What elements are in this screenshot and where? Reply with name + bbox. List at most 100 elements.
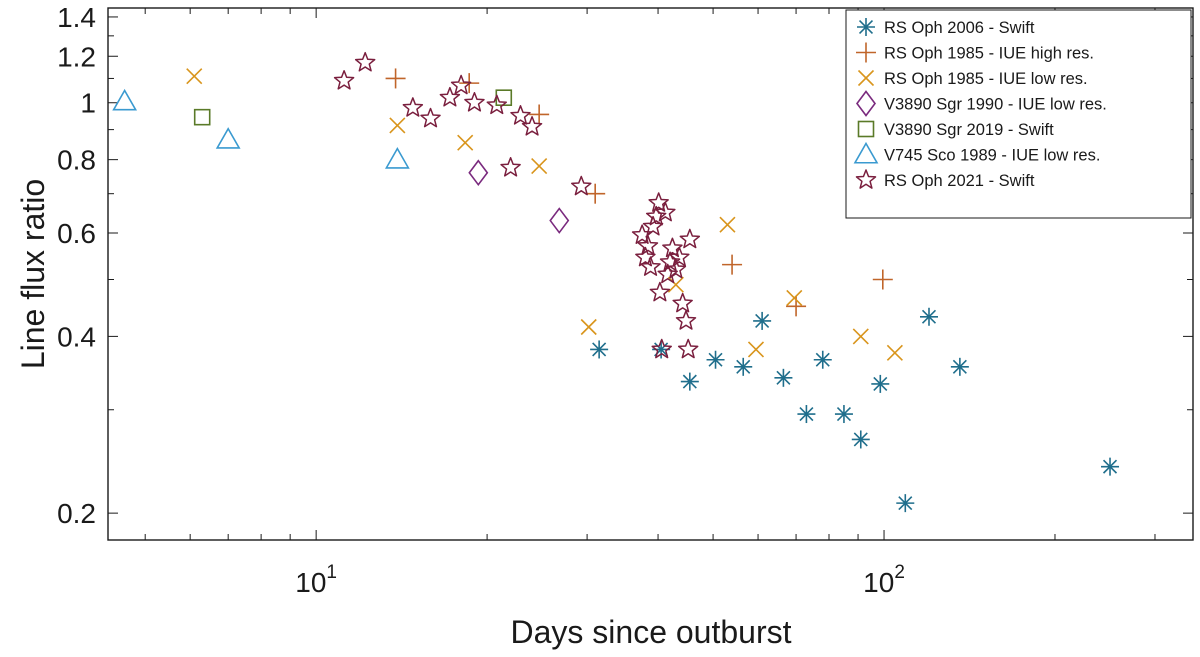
data-point-triangle bbox=[215, 127, 241, 149]
data-point-asterisk bbox=[1101, 457, 1120, 476]
data-point-star bbox=[333, 70, 355, 90]
x-tick-base: 10 bbox=[295, 567, 326, 598]
data-point-star bbox=[571, 175, 592, 196]
data-point-star bbox=[450, 74, 472, 95]
y-axis-title: Line flux ratio bbox=[15, 179, 51, 369]
legend-label: RS Oph 2021 - Swift bbox=[884, 172, 1035, 190]
data-point-star bbox=[655, 201, 676, 222]
data-point-asterisk bbox=[896, 494, 915, 513]
data-point-x bbox=[786, 289, 803, 307]
data-point-asterisk bbox=[590, 340, 609, 359]
legend-entry: RS Oph 1985 - IUE high res. bbox=[856, 42, 1094, 63]
data-point-plus bbox=[385, 68, 406, 89]
x-tick-label: 101 bbox=[295, 562, 337, 598]
x-tick-label: 102 bbox=[863, 562, 905, 598]
data-point-x bbox=[886, 344, 903, 361]
data-point-square bbox=[193, 108, 211, 126]
data-point-star bbox=[635, 246, 656, 267]
legend-entry: RS Oph 1985 - IUE low res. bbox=[857, 69, 1088, 88]
y-tick-labels: 0.2 0.4 0.6 0.8 1 1.2 1.4 bbox=[57, 2, 96, 529]
y-tick-label: 0.8 bbox=[57, 145, 96, 176]
legend-entries: RS Oph 2006 - Swift RS Oph 1985 - IUE hig… bbox=[853, 18, 1107, 190]
data-point-plus bbox=[529, 104, 550, 125]
legend-entry: RS Oph 2021 - Swift bbox=[855, 169, 1035, 190]
series-star bbox=[333, 51, 701, 359]
data-point-star bbox=[672, 292, 693, 313]
data-point-asterisk bbox=[680, 372, 699, 391]
data-point-star bbox=[510, 105, 531, 125]
data-point-x bbox=[389, 117, 406, 134]
data-point-star bbox=[677, 338, 699, 359]
legend: RS Oph 2006 - Swift RS Oph 1985 - IUE hig… bbox=[845, 9, 1192, 219]
data-point-x bbox=[719, 216, 736, 233]
data-point-plus bbox=[722, 254, 743, 275]
data-point-triangle bbox=[112, 88, 138, 111]
data-point-star bbox=[521, 116, 543, 136]
data-point-asterisk bbox=[813, 350, 832, 369]
x-tick-exponent: 1 bbox=[326, 562, 337, 583]
data-point-star bbox=[640, 256, 661, 276]
data-point-star bbox=[486, 94, 508, 115]
data-point-asterisk bbox=[774, 368, 793, 387]
x-tick-labels: 101 102 bbox=[295, 562, 905, 598]
legend-marker-x bbox=[857, 69, 875, 87]
series-diamond bbox=[468, 159, 570, 234]
legend-label: V3890 Sgr 1990 - IUE low res. bbox=[884, 96, 1107, 114]
y-tick-label: 1 bbox=[80, 88, 96, 119]
series-plus bbox=[385, 68, 893, 317]
data-point-asterisk bbox=[919, 307, 938, 326]
legend-marker-star bbox=[855, 169, 877, 189]
data-point-diamond bbox=[468, 159, 489, 187]
legend-marker-plus bbox=[856, 42, 876, 63]
data-point-x bbox=[457, 134, 474, 151]
legend-label: V3890 Sgr 2019 - Swift bbox=[884, 121, 1054, 139]
legend-entry: V3890 Sgr 2019 - Swift bbox=[857, 120, 1054, 139]
data-point-x bbox=[186, 68, 203, 85]
data-point-diamond bbox=[549, 207, 570, 234]
data-point-star bbox=[637, 235, 659, 255]
y-tick-label: 1.2 bbox=[57, 41, 96, 72]
data-point-x bbox=[852, 328, 869, 345]
x-tick-exponent: 2 bbox=[894, 562, 905, 583]
data-point-star bbox=[651, 338, 672, 359]
data-point-x bbox=[667, 276, 684, 293]
legend-entry: V745 Sco 1989 - IUE low res. bbox=[853, 141, 1100, 165]
data-point-star bbox=[354, 51, 376, 72]
series-x bbox=[186, 68, 903, 361]
legend-label: V745 Sco 1989 - IUE low res. bbox=[884, 147, 1100, 165]
data-point-star bbox=[669, 246, 690, 267]
data-point-star bbox=[657, 263, 678, 284]
data-point-asterisk bbox=[706, 350, 725, 369]
x-tick-base: 10 bbox=[863, 567, 894, 598]
data-point-star bbox=[665, 258, 687, 279]
data-point-star bbox=[679, 228, 701, 249]
y-tick-label: 0.2 bbox=[57, 498, 96, 529]
data-point-star bbox=[662, 237, 683, 258]
data-point-asterisk bbox=[950, 357, 969, 376]
data-point-x bbox=[580, 318, 597, 336]
data-point-star bbox=[439, 86, 461, 107]
y-tick-label: 1.4 bbox=[57, 2, 96, 33]
legend-entry: V3890 Sgr 1990 - IUE low res. bbox=[856, 90, 1107, 117]
data-point-star bbox=[649, 281, 671, 302]
data-point-star bbox=[631, 224, 653, 244]
data-point-asterisk bbox=[753, 311, 772, 330]
data-point-star bbox=[402, 97, 424, 117]
legend-marker-square bbox=[857, 120, 875, 138]
legend-marker-asterisk bbox=[857, 18, 875, 36]
data-point-star bbox=[645, 205, 667, 226]
data-point-asterisk bbox=[797, 405, 816, 424]
data-point-star bbox=[675, 310, 697, 330]
data-point-plus bbox=[872, 269, 893, 290]
data-point-star bbox=[464, 91, 485, 112]
x-axis-title: Days since outburst bbox=[510, 614, 791, 650]
legend-marker-triangle bbox=[853, 141, 879, 164]
series-triangle bbox=[112, 88, 410, 169]
data-point-star bbox=[500, 156, 521, 177]
legend-marker-diamond bbox=[856, 90, 876, 117]
data-point-asterisk bbox=[734, 357, 753, 376]
data-point-x bbox=[531, 158, 548, 175]
legend-label: RS Oph 1985 - IUE high res. bbox=[884, 45, 1094, 63]
legend-label: RS Oph 2006 - Swift bbox=[884, 19, 1035, 37]
